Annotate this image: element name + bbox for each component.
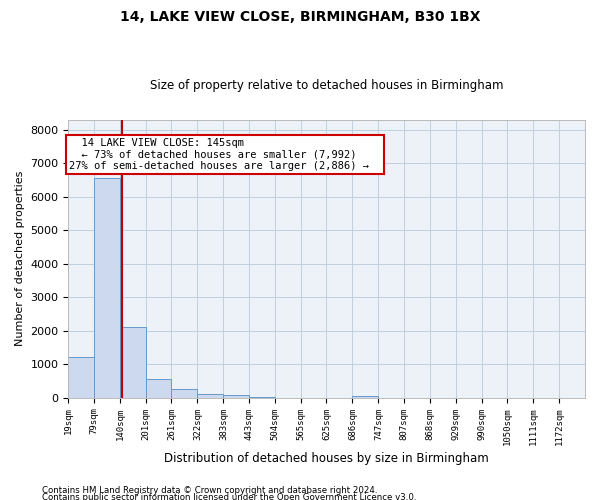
Bar	[352, 396, 379, 398]
Text: Contains HM Land Registry data © Crown copyright and database right 2024.: Contains HM Land Registry data © Crown c…	[42, 486, 377, 495]
Bar	[172, 390, 197, 398]
X-axis label: Distribution of detached houses by size in Birmingham: Distribution of detached houses by size …	[164, 452, 489, 465]
Bar	[197, 394, 223, 398]
Bar	[223, 396, 249, 398]
Text: 14 LAKE VIEW CLOSE: 145sqm
  ← 73% of detached houses are smaller (7,992)
27% of: 14 LAKE VIEW CLOSE: 145sqm ← 73% of deta…	[69, 138, 382, 171]
Bar	[94, 178, 120, 398]
Bar	[146, 378, 172, 398]
Text: Contains public sector information licensed under the Open Government Licence v3: Contains public sector information licen…	[42, 494, 416, 500]
Text: 14, LAKE VIEW CLOSE, BIRMINGHAM, B30 1BX: 14, LAKE VIEW CLOSE, BIRMINGHAM, B30 1BX	[120, 10, 480, 24]
Bar	[68, 358, 94, 398]
Bar	[120, 328, 146, 398]
Y-axis label: Number of detached properties: Number of detached properties	[15, 171, 25, 346]
Title: Size of property relative to detached houses in Birmingham: Size of property relative to detached ho…	[150, 79, 503, 92]
